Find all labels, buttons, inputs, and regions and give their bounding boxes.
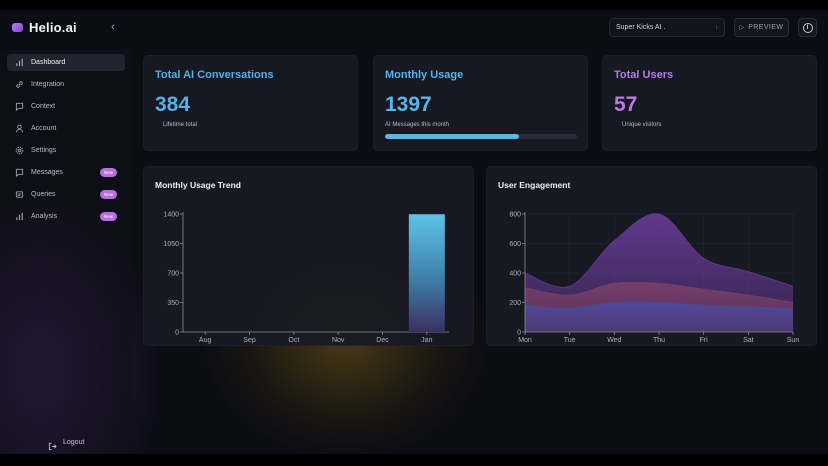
sidebar-item-label: Dashboard xyxy=(31,59,66,66)
usage-progress-fill xyxy=(385,134,520,139)
logo[interactable]: Helio.ai xyxy=(12,20,77,35)
sidebar-item-analysis[interactable]: Analysis New xyxy=(7,208,125,225)
bar-chart-icon xyxy=(15,58,24,67)
card-subtitle: AI Messages this month xyxy=(385,122,450,128)
area-series-line xyxy=(524,213,794,288)
user-icon xyxy=(15,124,24,133)
x-tick-label: Fri xyxy=(700,337,709,344)
sidebar-item-account[interactable]: Account xyxy=(7,120,125,137)
sidebar-item-integration[interactable]: Integration xyxy=(7,76,125,93)
logout-icon xyxy=(48,438,57,451)
x-tick-label: Aug xyxy=(199,337,212,344)
x-tick-label: Sun xyxy=(787,337,800,344)
play-icon: ▷ xyxy=(739,25,745,31)
y-tick-label: 0 xyxy=(175,330,179,337)
top-bar: Helio.ai ‹ Super Kicks AI . ↕ ▷ PREVIEW … xyxy=(0,10,828,46)
monthly-usage-chart: 0 350 700 1050 1400 Aug Sep Oct Nov Dec Jan xyxy=(163,212,449,344)
y-tick-label: 700 xyxy=(167,271,179,278)
link-icon xyxy=(15,80,24,89)
card-title: Total AI Conversations xyxy=(155,69,274,81)
sidebar-item-label: Integration xyxy=(31,81,65,88)
new-badge: New xyxy=(99,190,117,199)
logo-icon xyxy=(12,23,23,32)
logout-label: Logout xyxy=(63,439,85,446)
total-users-card: Total Users 57 Unique visitors xyxy=(602,55,817,151)
sidebar-item-label: Queries xyxy=(31,191,56,198)
chevron-updown-icon: ↕ xyxy=(715,24,718,31)
x-tick-label: Thu xyxy=(653,337,665,344)
collapse-sidebar-chevron-icon[interactable]: ‹ xyxy=(111,21,115,33)
x-tick-label: Wed xyxy=(607,337,621,344)
app-window: Helio.ai ‹ Super Kicks AI . ↕ ▷ PREVIEW … xyxy=(0,10,828,454)
y-tick-label: 1400 xyxy=(163,212,179,219)
x-tick-label: Oct xyxy=(288,337,299,344)
card-title: Total Users xyxy=(614,69,674,81)
gear-icon xyxy=(15,146,24,155)
y-tick-label: 0 xyxy=(517,330,521,337)
x-tick-label: Jan xyxy=(421,337,432,344)
area-series-fill xyxy=(525,301,793,332)
bar-chart-icon xyxy=(15,212,24,221)
card-value: 384 xyxy=(155,93,191,116)
sidebar-item-label: Settings xyxy=(31,147,57,154)
app-name: Helio.ai xyxy=(29,20,77,35)
monthly-usage-card: Monthly Usage 1397 AI Messages this mont… xyxy=(373,55,588,151)
x-tick-label: Dec xyxy=(376,337,389,344)
y-tick-label: 400 xyxy=(509,271,521,278)
y-tick-label: 200 xyxy=(509,300,521,307)
card-title: Monthly Usage xyxy=(385,69,464,81)
chart-title: User Engagement xyxy=(498,180,571,190)
sidebar-item-context[interactable]: Context xyxy=(7,98,125,115)
card-value: 57 xyxy=(614,93,638,116)
x-tick-label: Tue xyxy=(564,337,576,344)
area-series-line xyxy=(524,301,794,309)
card-value: 1397 xyxy=(385,93,432,116)
project-select-value: Super Kicks AI . xyxy=(616,24,666,31)
sidebar-item-messages[interactable]: Messages New xyxy=(7,164,125,181)
monthly-usage-trend-card: Monthly Usage Trend 0 350 700 1050 1400 Aug Se… xyxy=(143,166,474,346)
new-badge: New xyxy=(99,168,117,177)
x-tick-label: Sep xyxy=(243,337,256,344)
bar xyxy=(408,214,445,332)
y-tick-label: 350 xyxy=(167,300,179,307)
x-tick-label: Nov xyxy=(332,337,345,344)
chart-title: Monthly Usage Trend xyxy=(155,180,241,190)
sidebar-item-dashboard[interactable]: Dashboard xyxy=(7,54,125,71)
area-series-line xyxy=(524,281,794,303)
preview-button[interactable]: ▷ PREVIEW xyxy=(734,18,789,37)
message-square-icon xyxy=(15,102,24,111)
card-subtitle: Lifetime total xyxy=(163,122,198,128)
card-subtitle: Unique visitors xyxy=(622,122,662,128)
preview-button-label: PREVIEW xyxy=(748,24,784,31)
logout-button[interactable]: Logout xyxy=(48,438,85,451)
total-conversations-card: Total AI Conversations 384 Lifetime tota… xyxy=(143,55,358,151)
y-tick-label: 800 xyxy=(509,212,521,219)
sidebar-item-settings[interactable]: Settings xyxy=(7,142,125,159)
sidebar-item-label: Context xyxy=(31,103,56,110)
queries-icon xyxy=(15,190,24,199)
sidebar: Dashboard Integration Context Account Se… xyxy=(0,50,132,454)
y-tick-label: 1050 xyxy=(163,241,179,248)
project-select[interactable]: Super Kicks AI . ↕ xyxy=(609,18,725,37)
info-icon: i xyxy=(802,22,813,33)
sidebar-item-label: Account xyxy=(31,125,57,132)
usage-progress-bar xyxy=(385,134,577,139)
y-tick-label: 600 xyxy=(509,241,521,248)
user-engagement-card: User Engagement 0 200 400 600 800 Mon Tue Wed Th… xyxy=(486,166,817,346)
sidebar-item-queries[interactable]: Queries New xyxy=(7,186,125,203)
new-badge: New xyxy=(99,212,117,221)
info-button[interactable]: i xyxy=(798,18,817,37)
sidebar-item-label: Analysis xyxy=(31,213,58,220)
x-tick-label: Sat xyxy=(743,337,754,344)
message-square-icon xyxy=(15,168,24,177)
user-engagement-chart: 0 200 400 600 800 Mon Tue Wed Thu Fri Sat Sun xyxy=(509,212,800,345)
sidebar-item-label: Messages xyxy=(31,169,63,176)
x-tick-label: Mon xyxy=(518,337,532,344)
